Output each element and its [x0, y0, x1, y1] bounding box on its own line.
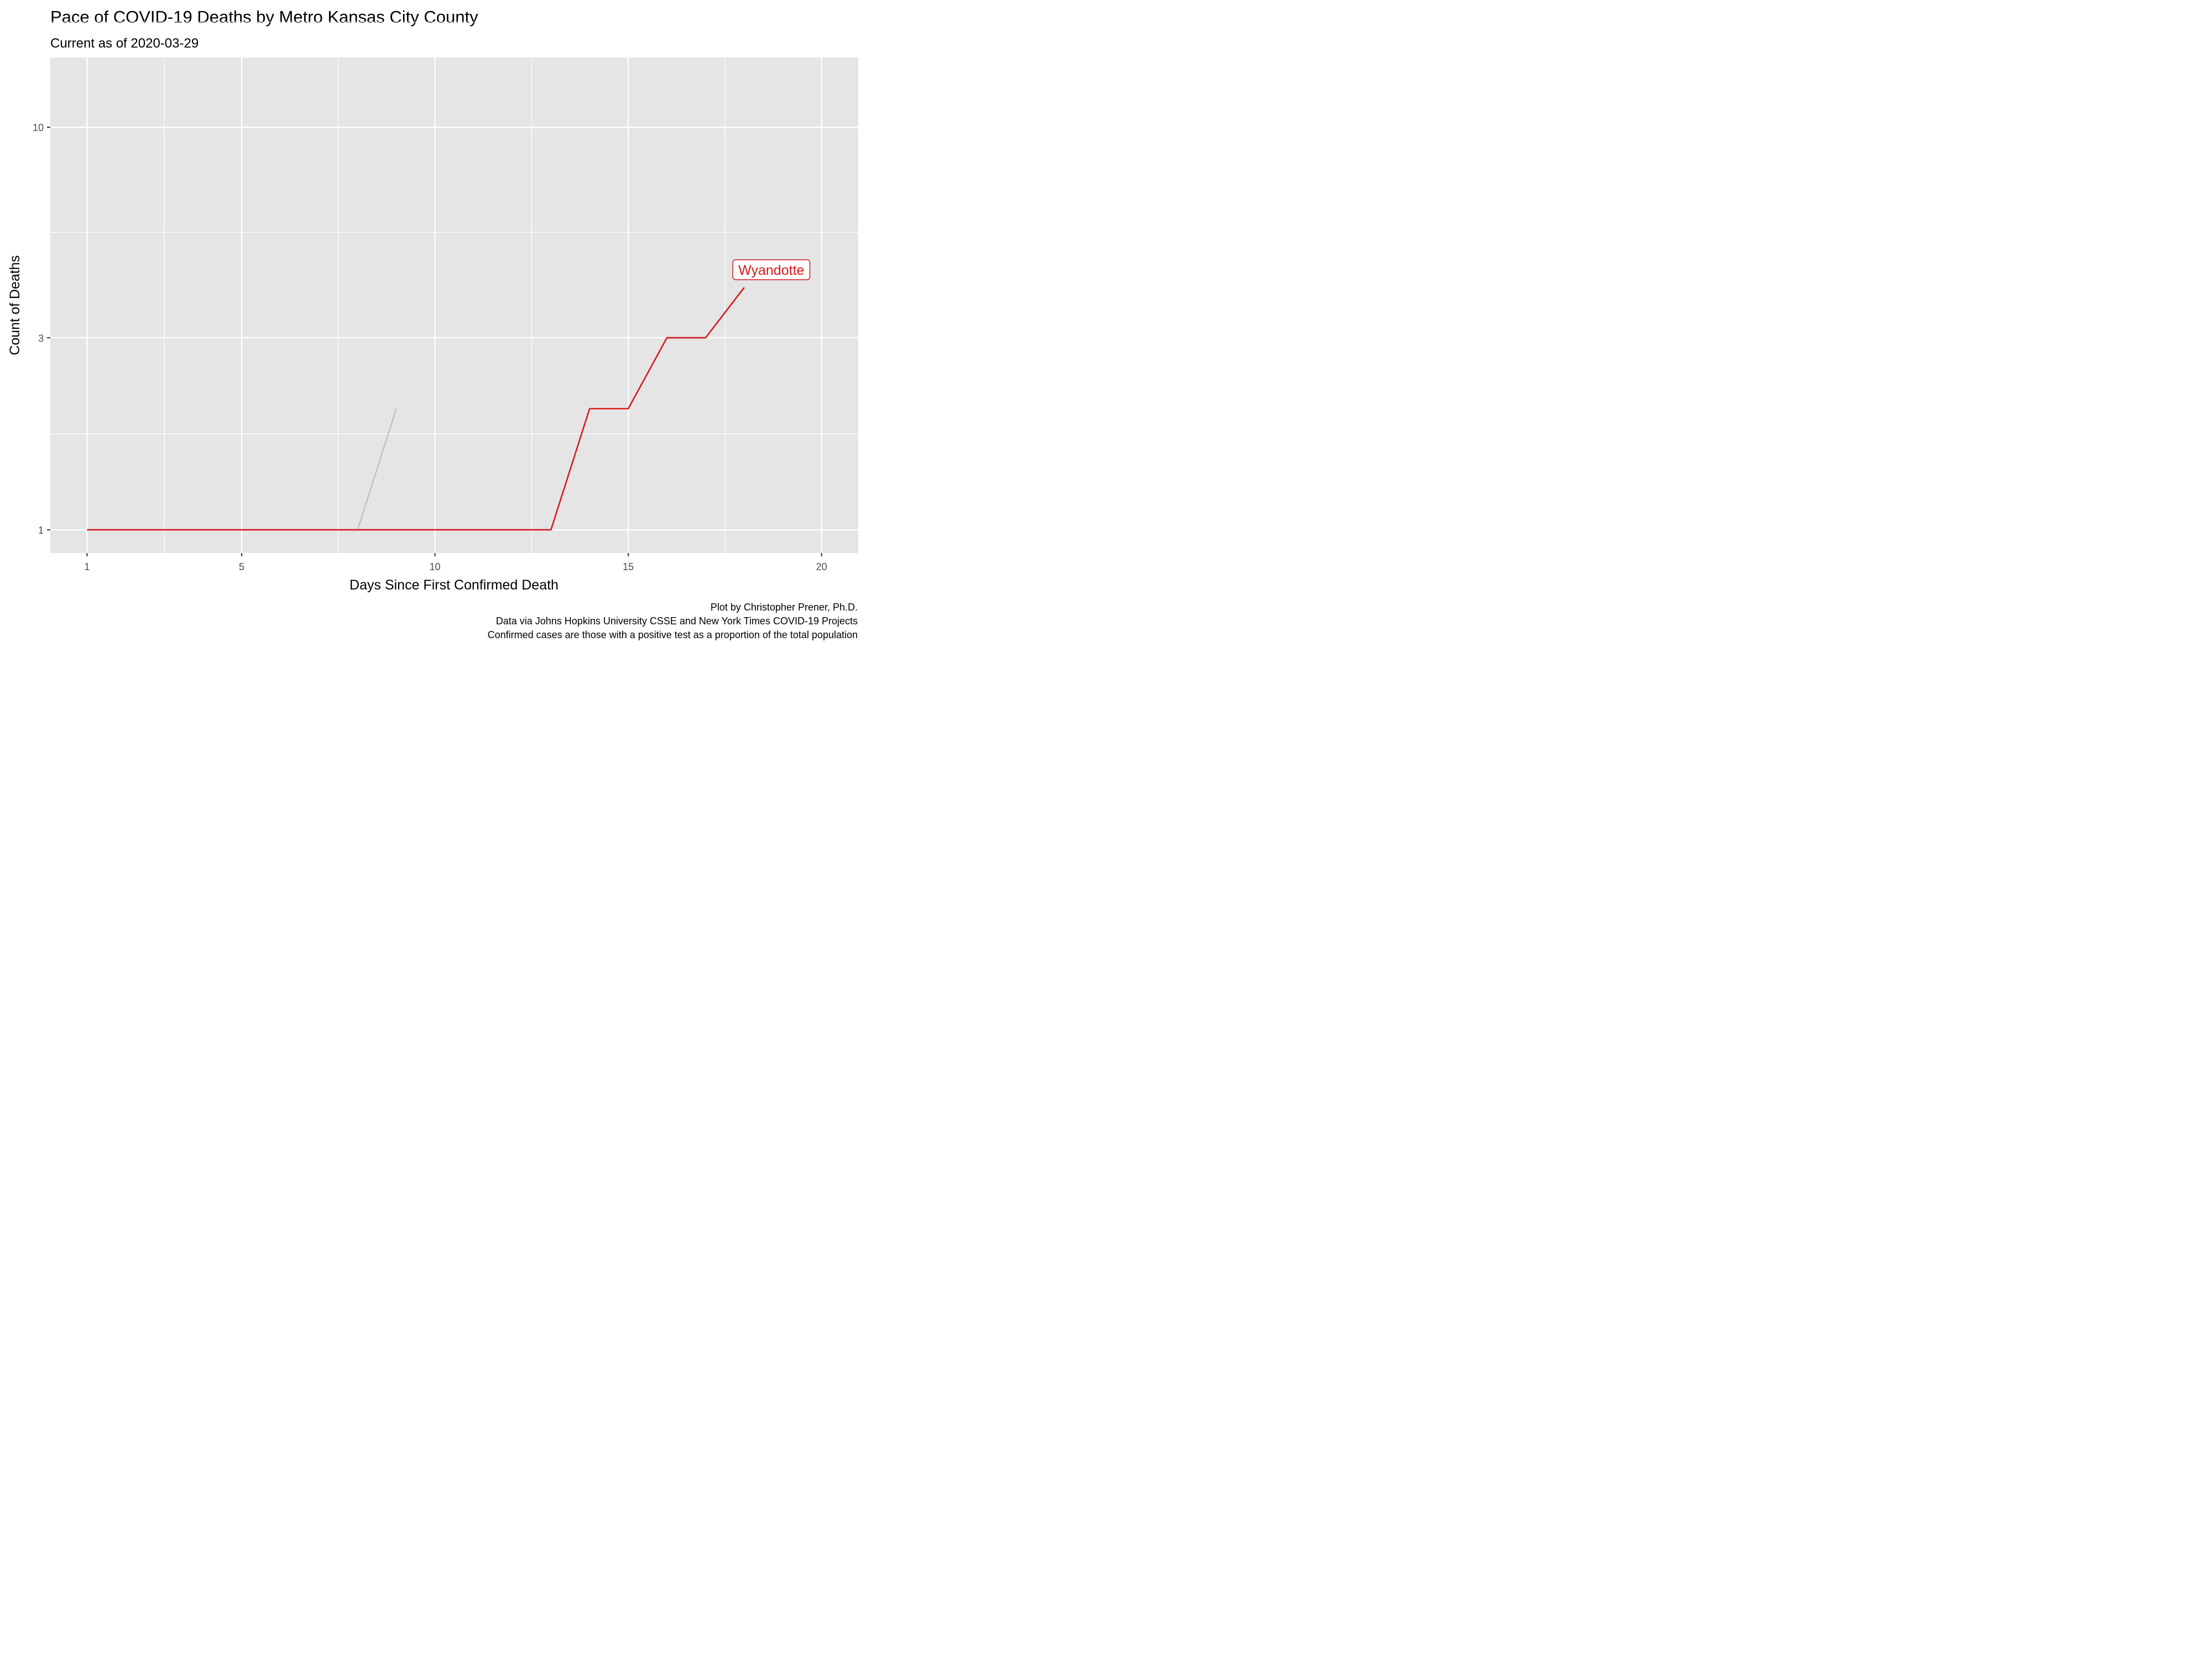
minor-gridlines [50, 22, 858, 553]
chart: Pace of COVID-19 Deaths by Metro Kansas … [7, 7, 858, 640]
x-tick-label: 20 [816, 561, 827, 572]
x-tick-label: 1 [84, 561, 90, 572]
y-tick-label: 1 [38, 525, 44, 536]
x-axis-label: Days Since First Confirmed Death [349, 577, 559, 593]
y-tick-label: 10 [33, 122, 44, 133]
y-axis-label: Count of Deaths [7, 255, 23, 356]
series-lines [87, 287, 745, 531]
plot-panel [50, 58, 858, 553]
caption-line-3: Confirmed cases are those with a positiv… [488, 629, 858, 640]
annotation-label: Wyandotte [738, 263, 804, 278]
caption-line-2: Data via Johns Hopkins University CSSE a… [496, 615, 858, 627]
y-tick-label: 3 [38, 333, 44, 344]
chart-title: Pace of COVID-19 Deaths by Metro Kansas … [50, 7, 478, 27]
x-tick-label: 15 [623, 561, 634, 572]
caption-line-1: Plot by Christopher Prener, Ph.D. [711, 602, 858, 613]
series-line-wyandotte [87, 287, 745, 531]
annotation-box [732, 259, 811, 280]
annotations: Wyandotte [732, 259, 811, 280]
x-tick-label: 5 [239, 561, 244, 572]
x-axis: 1 5 10 15 20 [84, 553, 827, 572]
y-axis: 1 3 10 [33, 122, 50, 536]
chart-subtitle: Current as of 2020-03-29 [50, 36, 199, 51]
x-tick-label: 10 [430, 561, 441, 572]
